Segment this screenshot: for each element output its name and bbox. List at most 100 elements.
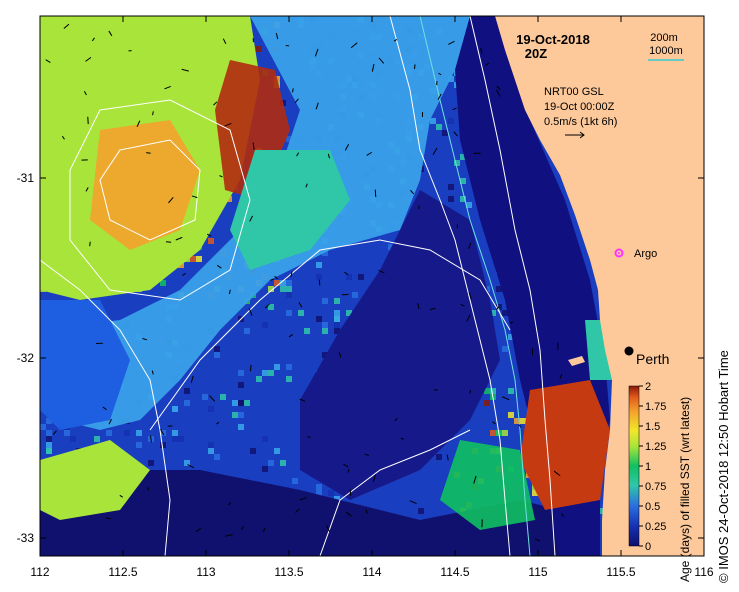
current-vector <box>91 37 95 42</box>
sst-pixel <box>448 184 454 190</box>
current-vector <box>326 525 331 532</box>
sst-pixel <box>448 196 454 202</box>
sst-pixel <box>184 460 190 466</box>
sst-pixel <box>418 508 424 514</box>
y-tick-label: -31 <box>17 171 35 185</box>
sst-pixel <box>316 262 322 268</box>
sst-pixel <box>508 388 514 394</box>
sst-pixel <box>352 292 358 298</box>
current-vector <box>344 271 349 276</box>
current-vector <box>227 502 232 506</box>
current-vector <box>274 275 278 280</box>
sst-pixel <box>94 436 100 442</box>
colorbar-tick-label: 1 <box>645 461 651 473</box>
sst-pixel <box>334 298 340 304</box>
sst-pixel <box>40 424 46 430</box>
current-vector <box>216 264 222 269</box>
sst-pixel <box>388 244 394 250</box>
current-vector <box>509 321 513 324</box>
x-tick-label: 112 <box>30 565 49 579</box>
current-vector <box>343 463 349 468</box>
sst-pixel <box>262 466 268 472</box>
colorbar-tick-label: 2 <box>645 381 651 393</box>
current-vector <box>473 475 477 484</box>
current-vector <box>119 494 123 498</box>
contour-mid <box>149 239 511 431</box>
sst-pixel <box>214 352 220 358</box>
current-vector <box>315 102 319 110</box>
current-vector <box>446 454 449 461</box>
sst-pixel <box>214 346 220 352</box>
current-vector <box>165 241 172 243</box>
current-vector <box>299 497 307 501</box>
current-vector <box>213 101 218 106</box>
current-vector <box>249 364 252 372</box>
current-source: NRT00 GSL <box>544 86 604 98</box>
contour-legend-200m: 200m <box>650 32 678 44</box>
sst-pixel <box>208 448 214 454</box>
sst-pixel <box>490 388 496 394</box>
current-vector <box>559 373 563 380</box>
sst-pixel <box>322 328 328 334</box>
current-vector <box>372 474 377 482</box>
sst-pixel <box>244 400 250 406</box>
contour-200m <box>389 16 511 556</box>
colorbar-tick-label: 0.75 <box>645 481 666 493</box>
current-vector <box>341 293 349 296</box>
sst-pixel <box>64 430 70 436</box>
sst-pixel <box>286 376 292 382</box>
current-vector <box>468 292 472 300</box>
current-vector <box>252 142 255 150</box>
sst-pixel <box>598 508 604 514</box>
warm-patch-teal <box>230 150 350 270</box>
sst-pixel <box>106 430 112 436</box>
sst-pixel <box>172 436 178 442</box>
credit-text: IMOS 24-Oct-2018 12:50 Hobart Time <box>716 350 731 570</box>
sst-pixel <box>334 322 340 328</box>
sst-pixel <box>208 238 214 244</box>
current-vector <box>228 289 231 295</box>
sst-pixel <box>532 490 538 496</box>
current-vector <box>344 143 350 151</box>
current-time: 19-Oct 00:00Z <box>544 101 615 113</box>
colorbar-tick-label: 1.25 <box>645 441 666 453</box>
sst-pixel <box>268 370 274 376</box>
sst-pixel <box>484 400 490 406</box>
current-vector <box>150 435 152 443</box>
current-vector <box>164 85 171 90</box>
credit-line: © IMOS 24-Oct-2018 12:50 Hobart Time <box>716 350 731 583</box>
sst-pixel <box>286 310 292 316</box>
sst-pixel <box>70 436 76 442</box>
current-vector <box>151 370 154 375</box>
contour-deep-west <box>40 259 171 556</box>
sst-pixel <box>490 430 496 436</box>
sst-pixel <box>280 286 286 292</box>
sst-pixel <box>322 322 328 328</box>
depth-contours <box>40 16 556 556</box>
x-axis: 112 112.5 113 113.5 114 114.5 115 115.5 116 <box>30 16 714 579</box>
current-vector <box>108 418 112 425</box>
current-vector <box>45 59 51 64</box>
colorbar-tick-label: 0 <box>645 541 651 553</box>
sst-pixel <box>208 406 214 412</box>
current-vector <box>249 215 254 222</box>
sst-pixel <box>220 394 226 400</box>
current-vector <box>299 398 306 402</box>
x-tick-label: 115 <box>528 565 547 579</box>
contour-south <box>319 429 471 556</box>
x-tick-label: 113 <box>196 565 215 579</box>
coastal-island <box>568 356 585 366</box>
current-vector <box>294 98 299 104</box>
sst-pixel <box>238 400 244 406</box>
sst-pixel <box>262 370 268 376</box>
sst-pixel <box>514 418 520 424</box>
sst-pixel <box>286 364 292 370</box>
sst-pixel <box>244 328 250 334</box>
x-tick-label: 112.5 <box>108 565 137 579</box>
sst-pixel <box>214 454 220 460</box>
warm-patch-sw <box>40 440 150 520</box>
current-vector <box>225 533 233 537</box>
sst-pixel <box>448 118 454 124</box>
current-vector <box>190 375 194 383</box>
sst-pixel <box>346 274 352 280</box>
